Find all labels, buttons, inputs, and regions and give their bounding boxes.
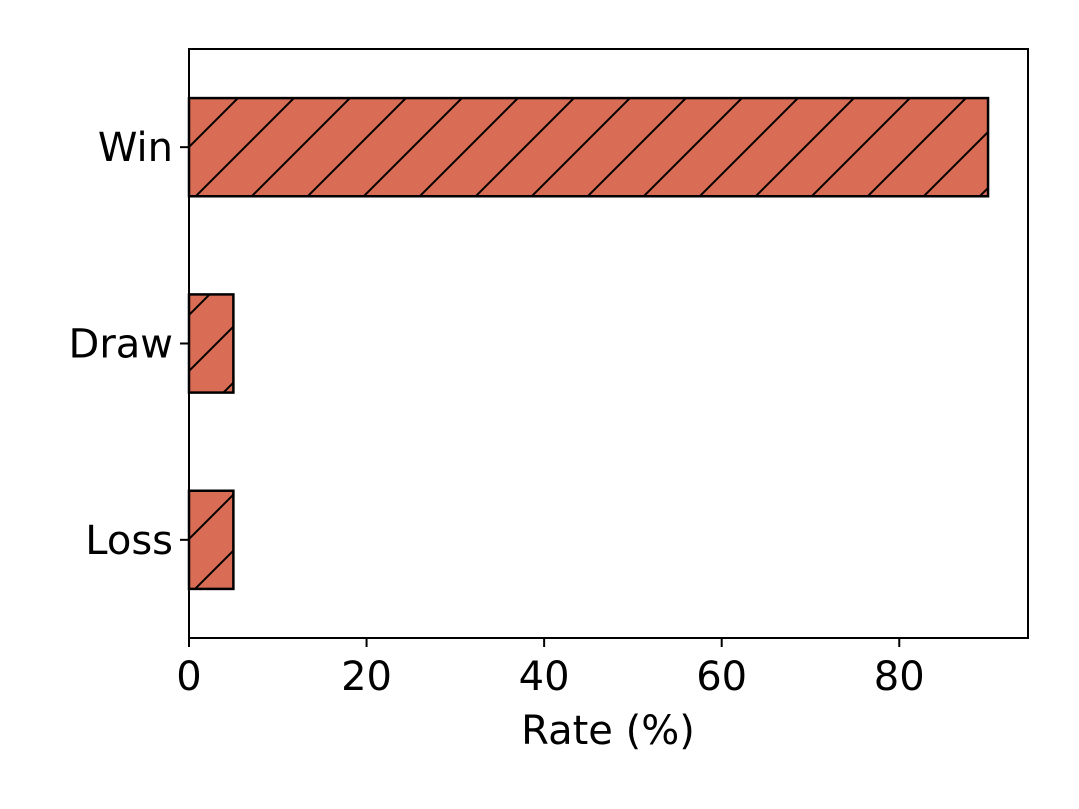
bar-hatch-win — [187, 96, 990, 198]
y-tick-label-draw: Draw — [69, 322, 173, 368]
x-tick-label-40: 40 — [519, 654, 570, 700]
y-tick-label-loss: Loss — [85, 518, 173, 564]
bars — [187, 96, 990, 591]
x-axis: 0 20 40 60 80 — [176, 638, 925, 700]
x-tick-label-0: 0 — [176, 654, 201, 700]
bar-hatch-draw — [187, 293, 235, 394]
x-axis-label: Rate (%) — [521, 708, 695, 754]
x-tick-label-20: 20 — [341, 654, 392, 700]
x-tick-label-60: 60 — [696, 654, 747, 700]
bar-hatch-loss — [187, 489, 235, 591]
y-tick-label-win: Win — [98, 125, 173, 171]
y-axis: Win Draw Loss — [69, 125, 189, 564]
x-tick-label-80: 80 — [874, 654, 925, 700]
